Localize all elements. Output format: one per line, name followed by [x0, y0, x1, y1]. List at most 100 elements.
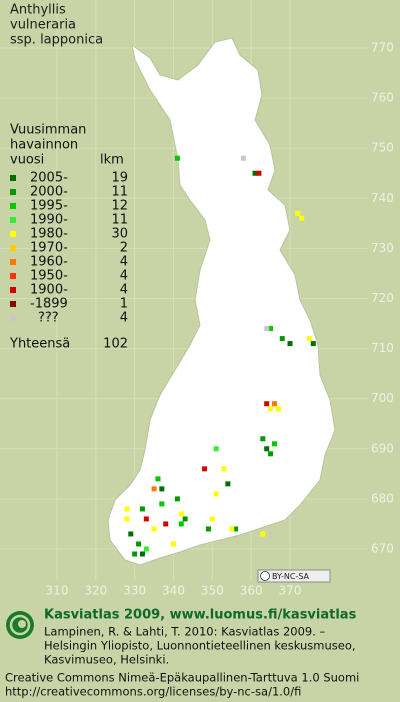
- occurrence-square: [132, 551, 138, 557]
- y-tick-label: 720: [371, 291, 394, 305]
- license-badge-box: [257, 569, 331, 583]
- logo: [6, 611, 34, 639]
- legend-count: 4: [120, 269, 128, 284]
- legend-header: vuosi: [10, 153, 44, 168]
- y-tick-label: 740: [371, 191, 394, 205]
- y-tick-label: 690: [371, 441, 394, 455]
- occurrence-square: [136, 541, 142, 547]
- y-tick-label: 700: [371, 391, 394, 405]
- finland-outline: [107, 37, 336, 566]
- legend-swatch: [10, 315, 16, 321]
- y-tick-label: 670: [371, 542, 394, 556]
- legend-count: 19: [111, 171, 128, 186]
- legend-count: 11: [111, 185, 128, 200]
- legend-swatch: [10, 245, 16, 251]
- legend-label: 2000-: [30, 185, 68, 200]
- title-line: ssp. lapponica: [10, 33, 103, 48]
- occurrence-square: [155, 476, 161, 482]
- legend-swatch: [10, 231, 16, 237]
- legend-swatch: [10, 259, 16, 265]
- x-tick-label: 330: [123, 584, 146, 598]
- legend-count: 2: [120, 241, 128, 256]
- occurrence-square: [124, 506, 130, 512]
- occurrence-square: [202, 466, 208, 472]
- occurrence-square: [264, 326, 270, 332]
- axis-labels: 310 320 330 340 350 360 370 670 680 690 700 710 720 7…: [46, 41, 394, 598]
- citation-line: Kasvimuseo, Helsinki.: [44, 653, 169, 667]
- occurrence-square: [225, 481, 231, 487]
- y-tick-label: 680: [371, 491, 394, 505]
- legend-label: 1900-: [30, 283, 68, 298]
- legend-count: 11: [111, 213, 128, 228]
- legend-label: 1970-: [30, 241, 68, 256]
- occurrence-square: [260, 531, 266, 537]
- y-tick-label: 760: [371, 91, 394, 105]
- occurrence-square: [287, 341, 293, 347]
- x-tick-label: 370: [279, 584, 302, 598]
- occurrence-square: [299, 215, 305, 221]
- footer-heading: Kasviatlas 2009, www.luomus.fi/kasviatla…: [44, 608, 357, 623]
- x-tick-label: 350: [201, 584, 224, 598]
- legend-swatch: [10, 287, 16, 293]
- legend-header: Vuusimman: [10, 123, 86, 138]
- occurrence-square: [171, 541, 176, 547]
- occurrence-square: [213, 491, 219, 497]
- occurrence-square: [264, 446, 270, 452]
- legend-label: 2005-: [30, 171, 68, 186]
- occurrence-square: [310, 341, 316, 347]
- occurrence-square: [233, 526, 239, 532]
- y-tick-label: 750: [371, 141, 394, 155]
- license-line: Creative Commons Nimeä-Epäkaupallinen-Ta…: [5, 671, 359, 685]
- legend-swatch: [10, 189, 16, 195]
- legend-count: 30: [111, 227, 128, 242]
- occurrence-square: [178, 521, 184, 527]
- legend-label: 1980-: [30, 227, 68, 242]
- license-badge: BY-NC-SA: [272, 572, 310, 581]
- legend-swatch: [10, 203, 16, 209]
- occurrence-square: [268, 451, 274, 457]
- occurrence-square: [252, 170, 258, 176]
- legend-count: 4: [120, 283, 128, 298]
- legend-count: 1: [120, 297, 128, 312]
- legend-label: 1950-: [30, 269, 68, 284]
- occurrence-square: [143, 516, 149, 522]
- occurrence-square: [260, 436, 266, 442]
- occurrence-square: [174, 496, 180, 502]
- x-tick-label: 340: [162, 584, 185, 598]
- occurrence-layer: [124, 155, 316, 557]
- legend-count: 4: [120, 311, 128, 326]
- legend-swatch: [10, 175, 16, 181]
- legend-total: 102: [103, 337, 128, 352]
- occurrence-square: [295, 210, 301, 216]
- occurrence-square: [151, 486, 157, 492]
- occurrence-square: [240, 155, 246, 161]
- occurrence-square: [178, 511, 184, 517]
- occurrence-square: [268, 406, 274, 412]
- occurrence-square: [209, 516, 215, 522]
- legend-label: 1990-: [30, 213, 68, 228]
- occurrence-square: [159, 486, 165, 492]
- occurrence-square: [256, 170, 262, 176]
- legend-label: 1960-: [30, 255, 68, 270]
- y-tick-label: 730: [371, 241, 394, 255]
- legend-label: ???: [38, 311, 59, 326]
- occurrence-square: [275, 406, 281, 412]
- occurrence-square: [159, 501, 165, 507]
- legend-count: 12: [111, 199, 128, 214]
- occurrence-square: [306, 336, 312, 342]
- occurrence-square: [271, 441, 277, 447]
- occurrence-square: [124, 516, 130, 522]
- occurrence-square: [229, 526, 235, 532]
- occurrence-square: [139, 551, 145, 557]
- occurrence-square: [271, 401, 277, 407]
- occurrence-square: [213, 446, 219, 452]
- cc-icon: [260, 571, 270, 581]
- legend-total-label: Yhteensä: [9, 337, 70, 352]
- y-tick-label: 770: [371, 41, 394, 55]
- citation-line: Helsingin Yliopisto, Luonnontieteellinen…: [44, 639, 356, 653]
- occurrence-square: [163, 521, 169, 527]
- license-line: http://creativecommons.org/licenses/by-n…: [5, 685, 301, 699]
- legend-swatch: [10, 301, 16, 307]
